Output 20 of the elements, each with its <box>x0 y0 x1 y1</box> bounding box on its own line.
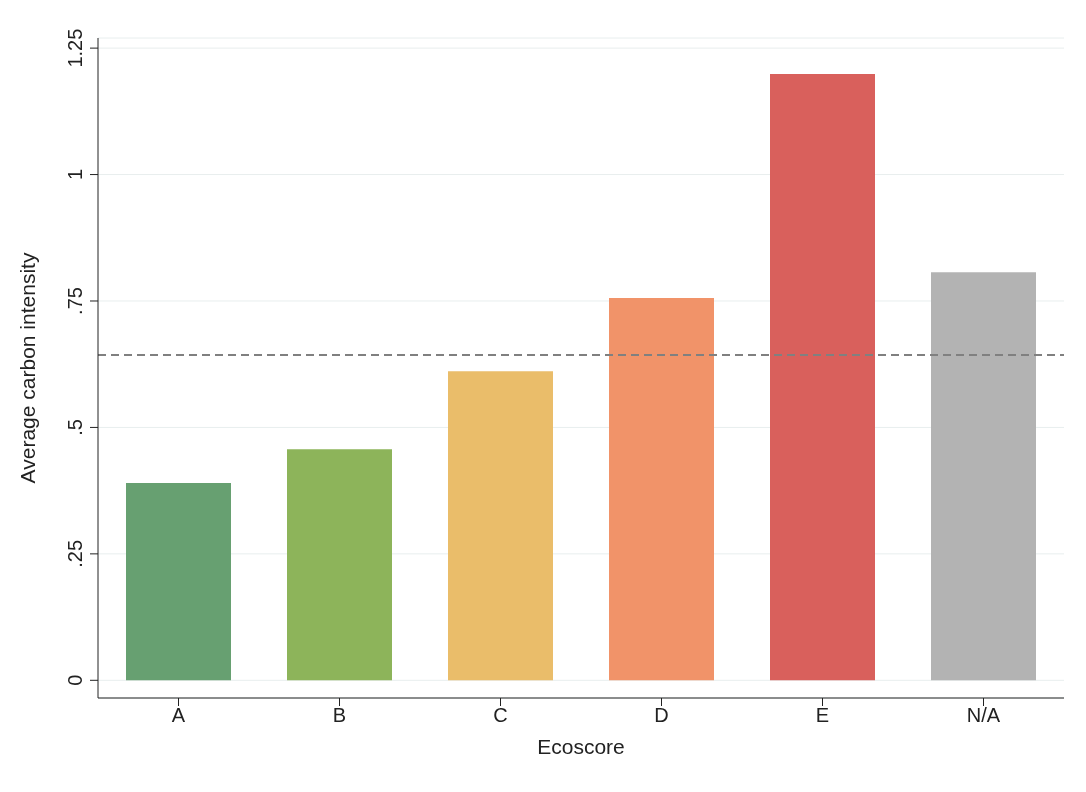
x-tick-label: E <box>815 704 830 727</box>
y-tick-label: 0 <box>64 674 86 686</box>
x-tick-label: B <box>332 704 347 727</box>
x-axis-title: Ecoscore <box>537 735 625 758</box>
bar <box>931 272 1036 681</box>
bar <box>770 73 875 681</box>
y-tick-label: 1.25 <box>64 28 86 68</box>
bar <box>126 483 231 681</box>
bar <box>609 297 714 681</box>
y-tick-label: .25 <box>64 539 86 568</box>
x-tick-label: N/A <box>966 704 1001 727</box>
x-tick-label: A <box>171 704 186 727</box>
y-tick-label: 1 <box>64 168 86 181</box>
x-tick-label: C <box>493 704 508 727</box>
y-axis-title: Average carbon intensity <box>16 252 40 484</box>
bar <box>448 371 553 681</box>
y-tick-label: .5 <box>64 419 86 436</box>
y-tick-label: .75 <box>64 287 86 315</box>
x-tick-label: D <box>654 704 669 727</box>
bar <box>287 449 392 681</box>
